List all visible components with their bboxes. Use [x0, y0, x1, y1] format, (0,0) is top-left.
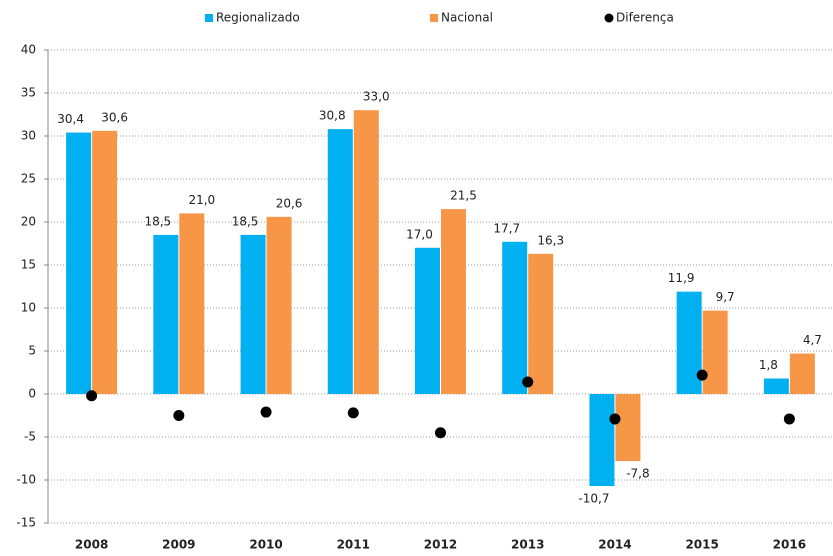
- value-label: 33,0: [363, 90, 390, 104]
- x-tick-label: 2011: [337, 538, 370, 552]
- legend-label: Nacional: [441, 11, 493, 25]
- diff-dot: [435, 427, 446, 439]
- bar: [502, 241, 528, 394]
- diff-dot: [347, 407, 359, 419]
- value-label: 9,7: [716, 290, 735, 304]
- legend-marker: [205, 14, 213, 22]
- bar: [415, 247, 440, 394]
- legend-label: Diferença: [616, 11, 674, 25]
- y-tick-label: 10: [21, 301, 36, 315]
- y-tick-label: 20: [21, 215, 36, 229]
- bar: [763, 378, 789, 394]
- bar: [589, 394, 615, 487]
- value-label: 17,0: [406, 227, 433, 241]
- x-tick-label: 2015: [685, 538, 718, 552]
- diff-dot: [173, 410, 185, 421]
- legend-marker: [430, 14, 438, 22]
- value-label: 30,8: [319, 109, 346, 123]
- bar: [528, 253, 554, 394]
- value-label: 20,6: [276, 196, 303, 210]
- bar: [702, 310, 728, 394]
- bar: [179, 213, 205, 394]
- x-tick-label: 2013: [511, 538, 544, 552]
- y-tick-label: 25: [21, 172, 36, 186]
- value-label: 17,7: [493, 221, 520, 235]
- y-tick-label: 35: [21, 86, 36, 100]
- y-tick-label: 0: [28, 387, 36, 401]
- x-tick-label: 2009: [162, 538, 195, 552]
- value-label: -7,8: [626, 467, 649, 481]
- bar: [789, 353, 815, 394]
- legend-marker: [604, 13, 614, 23]
- value-label: 16,3: [537, 233, 564, 247]
- x-tick-label: 2016: [773, 538, 806, 552]
- y-tick-label: 15: [21, 258, 36, 272]
- y-tick-label: -10: [16, 473, 36, 487]
- bar: [676, 291, 702, 394]
- x-tick-label: 2014: [598, 538, 631, 552]
- x-tick-label: 2012: [424, 538, 457, 552]
- diff-dot: [522, 376, 534, 388]
- value-label: 30,4: [57, 112, 84, 126]
- bar: [66, 132, 92, 394]
- legend-label: Regionalizado: [216, 11, 300, 25]
- bar: [615, 394, 641, 462]
- bar: [92, 130, 118, 394]
- x-tick-label: 2010: [249, 538, 282, 552]
- y-tick-label: 40: [21, 43, 36, 57]
- value-label: 30,6: [101, 110, 128, 124]
- value-label: 11,9: [668, 271, 695, 285]
- diff-dot: [609, 413, 621, 425]
- diff-dot: [696, 369, 708, 381]
- value-label: 21,0: [188, 193, 215, 207]
- y-tick-label: -5: [24, 430, 36, 444]
- value-label: -10,7: [578, 492, 609, 506]
- diff-dot: [86, 390, 98, 402]
- bar: [266, 216, 292, 394]
- bar: [327, 129, 353, 394]
- value-label: 18,5: [232, 214, 259, 228]
- y-tick-label: 30: [21, 129, 36, 143]
- diff-dot: [260, 406, 272, 418]
- bar: [153, 234, 179, 394]
- value-label: 4,7: [803, 333, 822, 347]
- y-tick-label: -15: [16, 516, 36, 530]
- diff-dot: [783, 413, 795, 425]
- value-label: 18,5: [144, 214, 171, 228]
- bar: [353, 110, 379, 394]
- x-tick-label: 2008: [75, 538, 108, 552]
- bar: [240, 234, 266, 394]
- value-label: 21,5: [450, 189, 477, 203]
- value-label: 1,8: [759, 358, 778, 372]
- y-tick-label: 5: [28, 344, 36, 358]
- bar: [441, 209, 466, 394]
